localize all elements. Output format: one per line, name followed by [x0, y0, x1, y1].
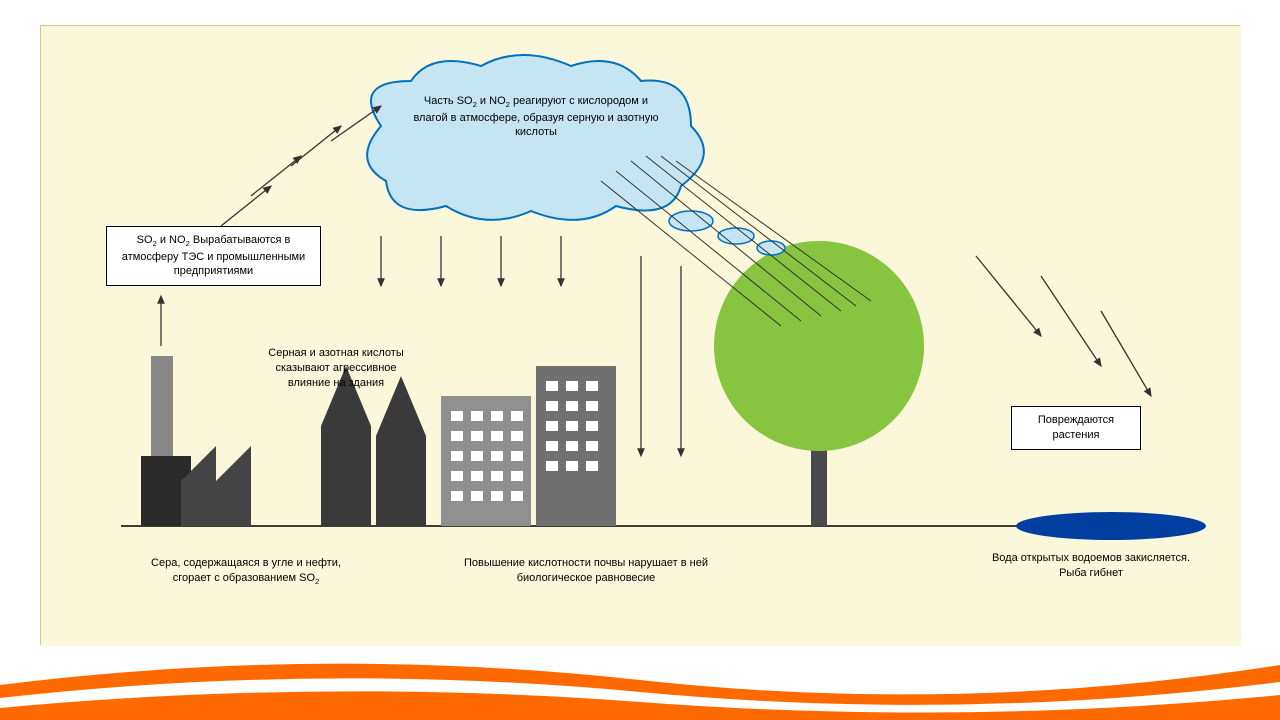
- water-icon: [1016, 512, 1206, 540]
- wave-decoration: [0, 640, 1280, 720]
- building-2: [536, 366, 616, 526]
- emissions-label: SO2 и NO2 Вырабатываются в атмосферу ТЭС…: [106, 226, 321, 286]
- buildings-label: Серная и азотная кислоты сказывают агрес…: [256, 346, 416, 391]
- soil-label: Повышение кислотности почвы нарушает в н…: [461, 556, 711, 586]
- sulfur-label: Сера, содержащаяся в угле и нефти, сгора…: [136, 556, 356, 587]
- water-label: Вода открытых водоемов закисляется. Рыба…: [981, 551, 1201, 581]
- plants-label: Повреждаются растения: [1011, 406, 1141, 450]
- droplet-icon: [669, 211, 713, 231]
- building-1: [441, 396, 531, 526]
- cloud-label: Часть SO2 и NO2 реагируют с кислородом и…: [411, 94, 661, 140]
- slide-frame: Часть SO2 и NO2 реагируют с кислородом и…: [40, 25, 1240, 645]
